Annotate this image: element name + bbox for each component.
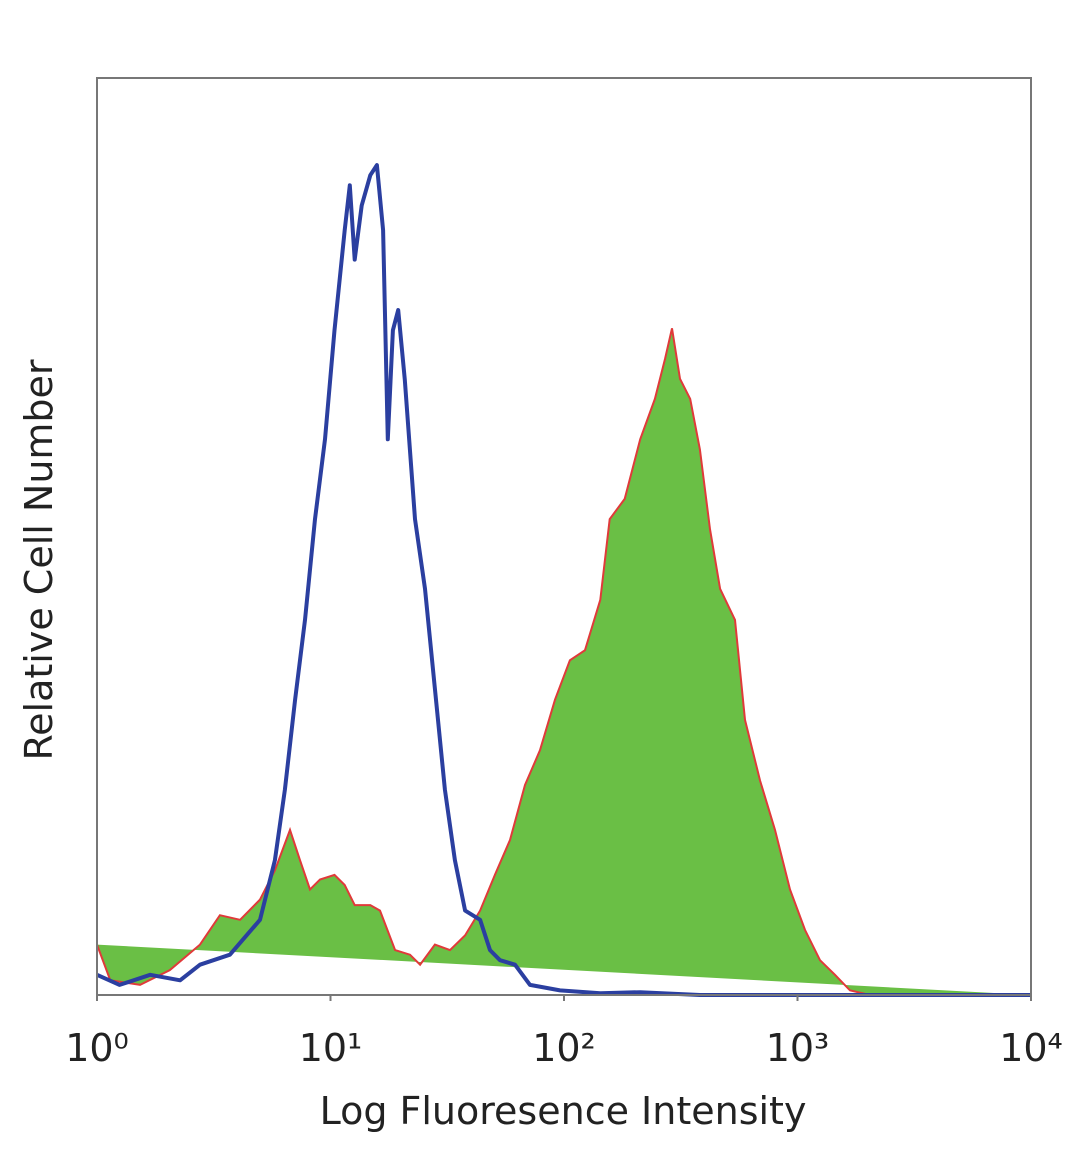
y-axis-label: Relative Cell Number bbox=[17, 359, 61, 760]
histogram-area bbox=[97, 328, 1031, 995]
x-tick-label: 10⁰ bbox=[65, 1026, 129, 1070]
x-tick-label: 10⁴ bbox=[999, 1026, 1063, 1070]
histogram-edge bbox=[96, 328, 1031, 996]
histogram-line bbox=[96, 163, 1031, 997]
x-tick-label: 10¹ bbox=[299, 1026, 363, 1070]
x-tick-label: 10³ bbox=[766, 1026, 830, 1070]
x-axis-label: Log Fluoresence Intensity bbox=[320, 1089, 807, 1133]
x-tick-label: 10² bbox=[532, 1026, 596, 1070]
